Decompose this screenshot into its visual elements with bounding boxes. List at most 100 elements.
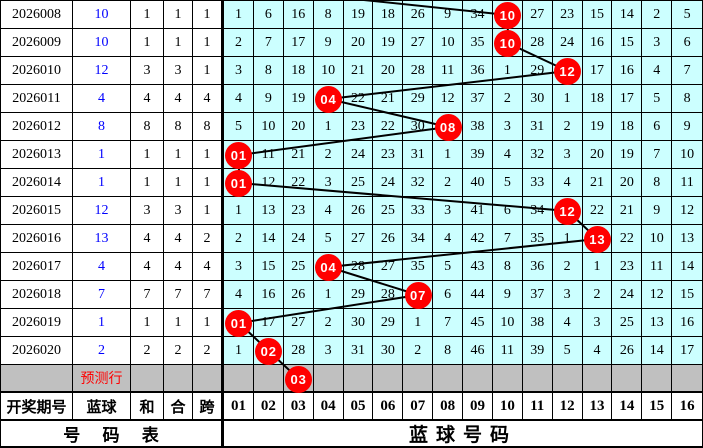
grid-cell: 3	[492, 113, 523, 140]
grid-cell: 29	[403, 85, 434, 112]
span-cell: 1	[203, 6, 211, 22]
grid-cell: 1	[313, 281, 344, 308]
ball-column-header: 15	[642, 393, 673, 419]
sum-cell: 2	[131, 337, 164, 364]
prediction-period-cell	[1, 365, 73, 391]
grid-cell: 34	[522, 197, 553, 224]
grid-cell: 12	[433, 85, 463, 112]
prediction-grid-cell	[283, 365, 314, 391]
grid-cell: 3	[313, 169, 344, 196]
prediction-grid-cell	[463, 365, 493, 391]
grid-cell: 26	[612, 337, 643, 364]
left-data-rows: 2026008 10 1 1 1 2026009 10 1 1 1 2026010 12 3 3 1 2026…	[1, 1, 221, 365]
grid-cell: 2	[313, 309, 344, 336]
grid-cell: 4	[582, 337, 613, 364]
span-cell: 7	[203, 286, 211, 302]
grid-cell: 1	[492, 57, 523, 84]
draw-row: 2026013 1 1 1 1	[1, 141, 221, 169]
grid-cell: 5	[642, 85, 673, 112]
grid-cell: 3	[433, 197, 463, 224]
grid-cell: 28	[403, 57, 434, 84]
grid-cell: 41	[463, 197, 493, 224]
grid-cell: 5	[433, 253, 463, 280]
grid-cell: 18	[373, 1, 404, 28]
grid-cell: 22	[582, 197, 613, 224]
grid-cell: 16	[253, 281, 284, 308]
period-cell: 2026014	[1, 169, 73, 196]
grid-cell: 4	[313, 197, 344, 224]
grid-cell: 2	[224, 29, 254, 56]
grid-cell: 22	[612, 225, 643, 252]
grid-cell: 2	[492, 85, 523, 112]
grid-cell: 1	[224, 1, 254, 28]
draw-row: 2026009 10 1 1 1	[1, 29, 221, 57]
grid-cell	[582, 225, 613, 252]
grid-cell: 23	[552, 1, 583, 28]
ball-column-header: 05	[343, 393, 374, 419]
grid-cell: 1	[552, 85, 583, 112]
grid-cell: 8	[433, 337, 463, 364]
grid-cell: 14	[253, 225, 284, 252]
ball-column-header: 08	[433, 393, 463, 419]
grid-cell: 27	[283, 309, 314, 336]
blue-value-cell: 4	[73, 253, 131, 280]
he-column-header: 合	[164, 393, 193, 419]
grid-cell: 3	[224, 57, 254, 84]
grid-cell: 35	[463, 29, 493, 56]
draw-row: 2026018 7 7 7 7	[1, 281, 221, 309]
he-cell: 1	[164, 141, 193, 168]
grid-cell: 3	[552, 281, 583, 308]
grid-cell: 4	[642, 57, 673, 84]
grid-cell: 26	[343, 197, 374, 224]
prediction-label: 预测行	[73, 365, 131, 391]
grid-cell: 2	[224, 225, 254, 252]
prediction-row: 预测行	[1, 365, 221, 393]
grid-cell: 8	[672, 85, 702, 112]
ball-column-header: 03	[283, 393, 314, 419]
grid-cell: 4	[224, 85, 254, 112]
span-cell: 1	[203, 62, 211, 78]
prediction-grid-cell	[224, 365, 254, 391]
grid-cell: 5	[552, 337, 583, 364]
grid-cell: 1	[313, 113, 344, 140]
period-cell: 2026020	[1, 337, 73, 364]
grid-row: 17 27 2 30 29 1 7 45 10 38 4 3 25 13 16	[224, 309, 702, 337]
blue-value-cell: 4	[73, 85, 131, 112]
grid-cell: 14	[612, 1, 643, 28]
prediction-grid-cell	[343, 365, 374, 391]
grid-cell: 13	[672, 225, 702, 252]
grid-cell: 13	[642, 309, 673, 336]
grid-cell: 3	[552, 141, 583, 168]
span-cell: 4	[203, 258, 211, 274]
grid-cell: 34	[403, 225, 434, 252]
grid-cell: 10	[433, 29, 463, 56]
grid-cell: 1	[433, 141, 463, 168]
sum-cell: 4	[131, 225, 164, 252]
grid-cell: 36	[463, 57, 493, 84]
grid-cell: 24	[612, 281, 643, 308]
grid-cell: 27	[343, 225, 374, 252]
blue-value-cell: 12	[73, 197, 131, 224]
grid-cell: 25	[612, 309, 643, 336]
ball-column-header: 09	[463, 393, 493, 419]
blue-value-cell: 12	[73, 57, 131, 84]
he-cell: 2	[164, 337, 193, 364]
blue-value-cell: 1	[73, 309, 131, 336]
grid-cell: 6	[672, 29, 702, 56]
sum-cell: 1	[131, 29, 164, 56]
grid-cell: 44	[463, 281, 493, 308]
period-cell: 2026010	[1, 57, 73, 84]
grid-cell: 17	[612, 85, 643, 112]
sum-cell: 3	[131, 197, 164, 224]
grid-cell: 6	[433, 281, 463, 308]
he-cell: 3	[164, 57, 193, 84]
grid-cell: 16	[283, 1, 314, 28]
blue-column-header: 蓝球	[73, 393, 131, 419]
grid-cell: 13	[253, 197, 284, 224]
grid-cell: 10	[492, 309, 523, 336]
grid-cell: 8	[492, 253, 523, 280]
grid-cell	[224, 141, 254, 168]
grid-cell: 18	[612, 113, 643, 140]
prediction-grid-cell	[433, 365, 463, 391]
grid-row: 1 6 16 8 19 18 26 9 34 27 23 15 14 2 5	[224, 1, 702, 29]
